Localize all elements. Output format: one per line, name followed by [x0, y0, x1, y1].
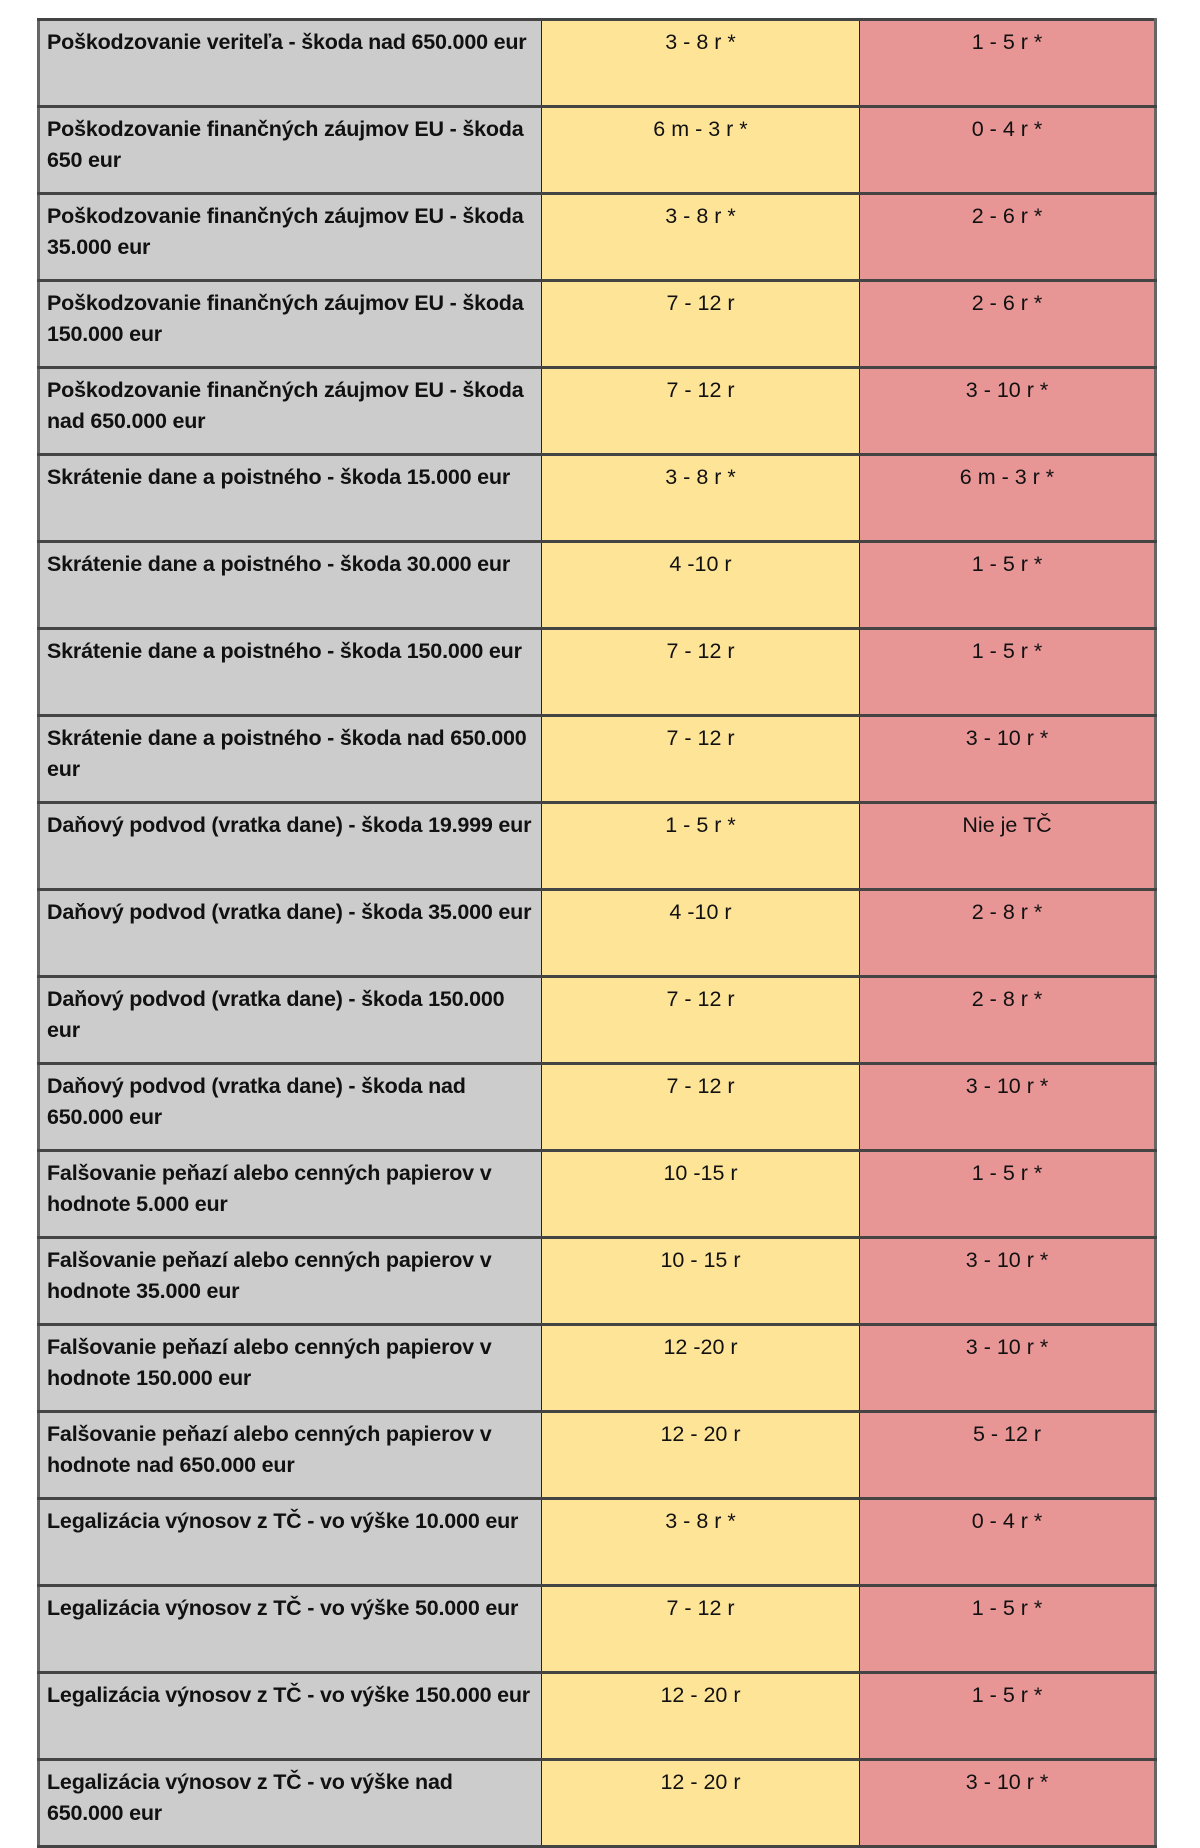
- penalty-cell-col3: 1 - 5 r *: [859, 18, 1157, 108]
- penalty-cell-col2: 7 - 12 r: [541, 975, 860, 1065]
- table-row: Falšovanie peňazí alebo cenných papierov…: [37, 1236, 1157, 1326]
- penalty-cell-col2: 7 - 12 r: [541, 366, 860, 456]
- penalty-cell-col2: 4 -10 r: [541, 888, 860, 978]
- penalty-cell-col3: 3 - 10 r *: [859, 1236, 1157, 1326]
- penalty-cell-col2: 7 - 12 r: [541, 1062, 860, 1152]
- penalty-cell-col3: 1 - 5 r *: [859, 1149, 1157, 1239]
- offense-cell: Poškodzovanie finančných záujmov EU - šk…: [37, 192, 542, 282]
- penalty-cell-col3: Nie je TČ: [859, 801, 1157, 891]
- table-row: Daňový podvod (vratka dane) - škoda 19.9…: [37, 801, 1157, 891]
- offense-cell: Daňový podvod (vratka dane) - škoda 19.9…: [37, 801, 542, 891]
- offense-cell: Falšovanie peňazí alebo cenných papierov…: [37, 1323, 542, 1413]
- penalty-cell-col2: 1 - 5 r *: [541, 801, 860, 891]
- penalty-cell-col3: 3 - 10 r *: [859, 366, 1157, 456]
- penalty-cell-col2: 3 - 8 r *: [541, 192, 860, 282]
- offense-cell: Poškodzovanie finančných záujmov EU - šk…: [37, 366, 542, 456]
- offense-cell: Legalizácia výnosov z TČ - vo výške 150.…: [37, 1671, 542, 1761]
- penalty-cell-col3: 1 - 5 r *: [859, 627, 1157, 717]
- penalty-cell-col2: 3 - 8 r *: [541, 453, 860, 543]
- table-row: Poškodzovanie veriteľa - škoda nad 650.0…: [37, 18, 1157, 108]
- penalty-cell-col2: 3 - 8 r *: [541, 1497, 860, 1587]
- penalty-cell-col2: 12 - 20 r: [541, 1758, 860, 1848]
- offense-cell: Skrátenie dane a poistného - škoda 150.0…: [37, 627, 542, 717]
- penalty-cell-col3: 3 - 10 r *: [859, 714, 1157, 804]
- table-row: Legalizácia výnosov z TČ - vo výške 10.0…: [37, 1497, 1157, 1587]
- offense-cell: Daňový podvod (vratka dane) - škoda nad …: [37, 1062, 542, 1152]
- table-row: Poškodzovanie finančných záujmov EU - šk…: [37, 279, 1157, 369]
- offense-cell: Skrátenie dane a poistného - škoda 30.00…: [37, 540, 542, 630]
- table-row: Legalizácia výnosov z TČ - vo výške 150.…: [37, 1671, 1157, 1761]
- offense-cell: Falšovanie peňazí alebo cenných papierov…: [37, 1236, 542, 1326]
- penalty-cell-col2: 12 - 20 r: [541, 1671, 860, 1761]
- offense-cell: Poškodzovanie finančných záujmov EU - šk…: [37, 279, 542, 369]
- table-row: Poškodzovanie finančných záujmov EU - šk…: [37, 105, 1157, 195]
- penalty-cell-col3: 6 m - 3 r *: [859, 453, 1157, 543]
- penalty-cell-col3: 1 - 5 r *: [859, 1584, 1157, 1674]
- offense-cell: Poškodzovanie finančných záujmov EU - šk…: [37, 105, 542, 195]
- table-row: Skrátenie dane a poistného - škoda nad 6…: [37, 714, 1157, 804]
- offense-cell: Skrátenie dane a poistného - škoda 15.00…: [37, 453, 542, 543]
- offense-cell: Falšovanie peňazí alebo cenných papierov…: [37, 1410, 542, 1500]
- penalty-cell-col3: 2 - 8 r *: [859, 975, 1157, 1065]
- penalty-cell-col3: 1 - 5 r *: [859, 540, 1157, 630]
- table-row: Legalizácia výnosov z TČ - vo výške 50.0…: [37, 1584, 1157, 1674]
- penalty-cell-col2: 7 - 12 r: [541, 1584, 860, 1674]
- offense-cell: Falšovanie peňazí alebo cenných papierov…: [37, 1149, 542, 1239]
- offense-cell: Legalizácia výnosov z TČ - vo výške 50.0…: [37, 1584, 542, 1674]
- penalty-cell-col3: 3 - 10 r *: [859, 1062, 1157, 1152]
- offense-cell: Legalizácia výnosov z TČ - vo výške 10.0…: [37, 1497, 542, 1587]
- penalty-cell-col2: 7 - 12 r: [541, 714, 860, 804]
- penalty-cell-col3: 1 - 5 r *: [859, 1671, 1157, 1761]
- penalty-cell-col2: 3 - 8 r *: [541, 18, 860, 108]
- penalty-cell-col2: 10 - 15 r: [541, 1236, 860, 1326]
- penalty-cell-col2: 7 - 12 r: [541, 627, 860, 717]
- table-row: Skrátenie dane a poistného - škoda 15.00…: [37, 453, 1157, 543]
- table-row: Falšovanie peňazí alebo cenných papierov…: [37, 1323, 1157, 1413]
- offense-cell: Daňový podvod (vratka dane) - škoda 150.…: [37, 975, 542, 1065]
- table-body: Poškodzovanie veriteľa - škoda nad 650.0…: [37, 18, 1157, 1848]
- offense-cell: Legalizácia výnosov z TČ - vo výške nad …: [37, 1758, 542, 1848]
- penalty-cell-col2: 10 -15 r: [541, 1149, 860, 1239]
- penalty-cell-col3: 0 - 4 r *: [859, 105, 1157, 195]
- table-row: Daňový podvod (vratka dane) - škoda 150.…: [37, 975, 1157, 1065]
- table-row: Skrátenie dane a poistného - škoda 150.0…: [37, 627, 1157, 717]
- offense-cell: Skrátenie dane a poistného - škoda nad 6…: [37, 714, 542, 804]
- table-row: Falšovanie peňazí alebo cenných papierov…: [37, 1410, 1157, 1500]
- penalty-cell-col3: 5 - 12 r: [859, 1410, 1157, 1500]
- table-row: Daňový podvod (vratka dane) - škoda nad …: [37, 1062, 1157, 1152]
- penalty-cell-col2: 4 -10 r: [541, 540, 860, 630]
- penalty-cell-col2: 12 -20 r: [541, 1323, 860, 1413]
- penalty-cell-col3: 3 - 10 r *: [859, 1323, 1157, 1413]
- penalty-cell-col2: 7 - 12 r: [541, 279, 860, 369]
- table-row: Skrátenie dane a poistného - škoda 30.00…: [37, 540, 1157, 630]
- penalty-cell-col3: 2 - 6 r *: [859, 192, 1157, 282]
- table-row: Daňový podvod (vratka dane) - škoda 35.0…: [37, 888, 1157, 978]
- penalty-cell-col3: 2 - 8 r *: [859, 888, 1157, 978]
- penalty-cell-col3: 0 - 4 r *: [859, 1497, 1157, 1587]
- table-row: Poškodzovanie finančných záujmov EU - šk…: [37, 366, 1157, 456]
- penalty-cell-col3: 2 - 6 r *: [859, 279, 1157, 369]
- penalty-cell-col2: 12 - 20 r: [541, 1410, 860, 1500]
- penalty-cell-col3: 3 - 10 r *: [859, 1758, 1157, 1848]
- table-row: Falšovanie peňazí alebo cenných papierov…: [37, 1149, 1157, 1239]
- penalty-table: Poškodzovanie veriteľa - škoda nad 650.0…: [37, 18, 1157, 1848]
- table-row: Legalizácia výnosov z TČ - vo výške nad …: [37, 1758, 1157, 1848]
- offense-cell: Daňový podvod (vratka dane) - škoda 35.0…: [37, 888, 542, 978]
- penalty-cell-col2: 6 m - 3 r *: [541, 105, 860, 195]
- table-row: Poškodzovanie finančných záujmov EU - šk…: [37, 192, 1157, 282]
- offense-cell: Poškodzovanie veriteľa - škoda nad 650.0…: [37, 18, 542, 108]
